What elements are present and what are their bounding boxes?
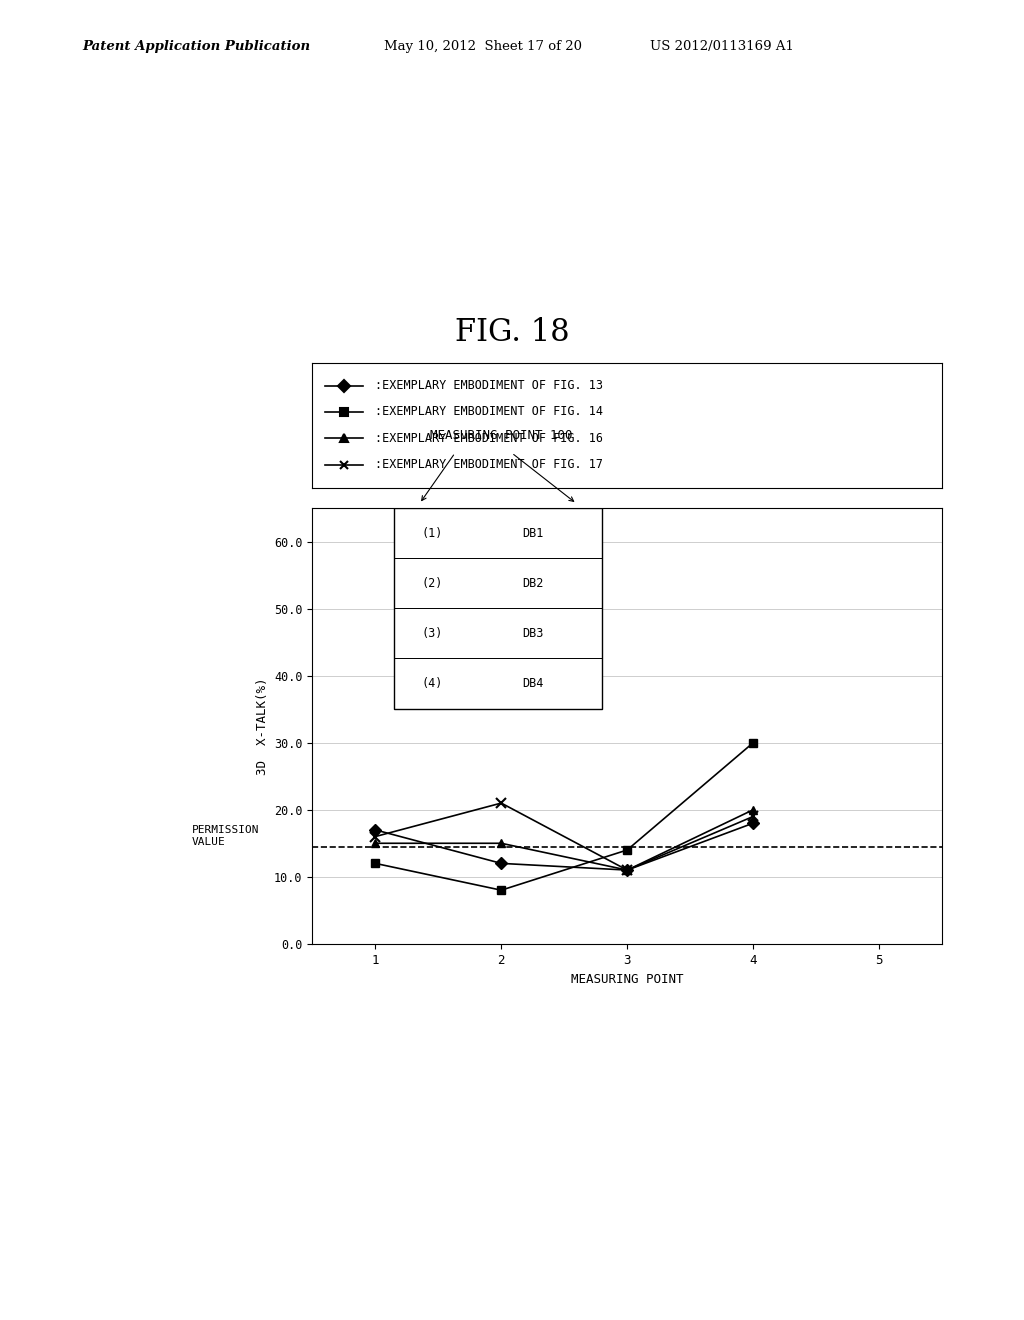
Y-axis label: 3D  X-TALK(%): 3D X-TALK(%) (256, 677, 268, 775)
Text: FIG. 18: FIG. 18 (455, 317, 569, 347)
Text: DB3: DB3 (522, 627, 544, 640)
Text: May 10, 2012  Sheet 17 of 20: May 10, 2012 Sheet 17 of 20 (384, 40, 582, 53)
Text: US 2012/0113169 A1: US 2012/0113169 A1 (650, 40, 795, 53)
Text: :EXEMPLARY EMBODIMENT OF FIG. 16: :EXEMPLARY EMBODIMENT OF FIG. 16 (375, 432, 603, 445)
Text: (1): (1) (421, 527, 442, 540)
Bar (394, 508, 602, 709)
Text: PERMISSION
VALUE: PERMISSION VALUE (191, 825, 259, 847)
Bar (394, 609, 602, 659)
Text: DB2: DB2 (522, 577, 544, 590)
Text: MEASURING POINT 100: MEASURING POINT 100 (430, 429, 572, 442)
X-axis label: MEASURING POINT: MEASURING POINT (571, 973, 683, 986)
Text: (3): (3) (421, 627, 442, 640)
Text: (4): (4) (421, 677, 442, 690)
Bar (394, 508, 602, 558)
Text: :EXEMPLARY EMBODIMENT OF FIG. 17: :EXEMPLARY EMBODIMENT OF FIG. 17 (375, 458, 603, 471)
Text: (2): (2) (421, 577, 442, 590)
Text: DB1: DB1 (522, 527, 544, 540)
Text: :EXEMPLARY EMBODIMENT OF FIG. 14: :EXEMPLARY EMBODIMENT OF FIG. 14 (375, 405, 603, 418)
Text: DB4: DB4 (522, 677, 544, 690)
Text: :EXEMPLARY EMBODIMENT OF FIG. 13: :EXEMPLARY EMBODIMENT OF FIG. 13 (375, 379, 603, 392)
Bar (394, 558, 602, 609)
Text: Patent Application Publication: Patent Application Publication (82, 40, 310, 53)
Bar (394, 659, 602, 709)
